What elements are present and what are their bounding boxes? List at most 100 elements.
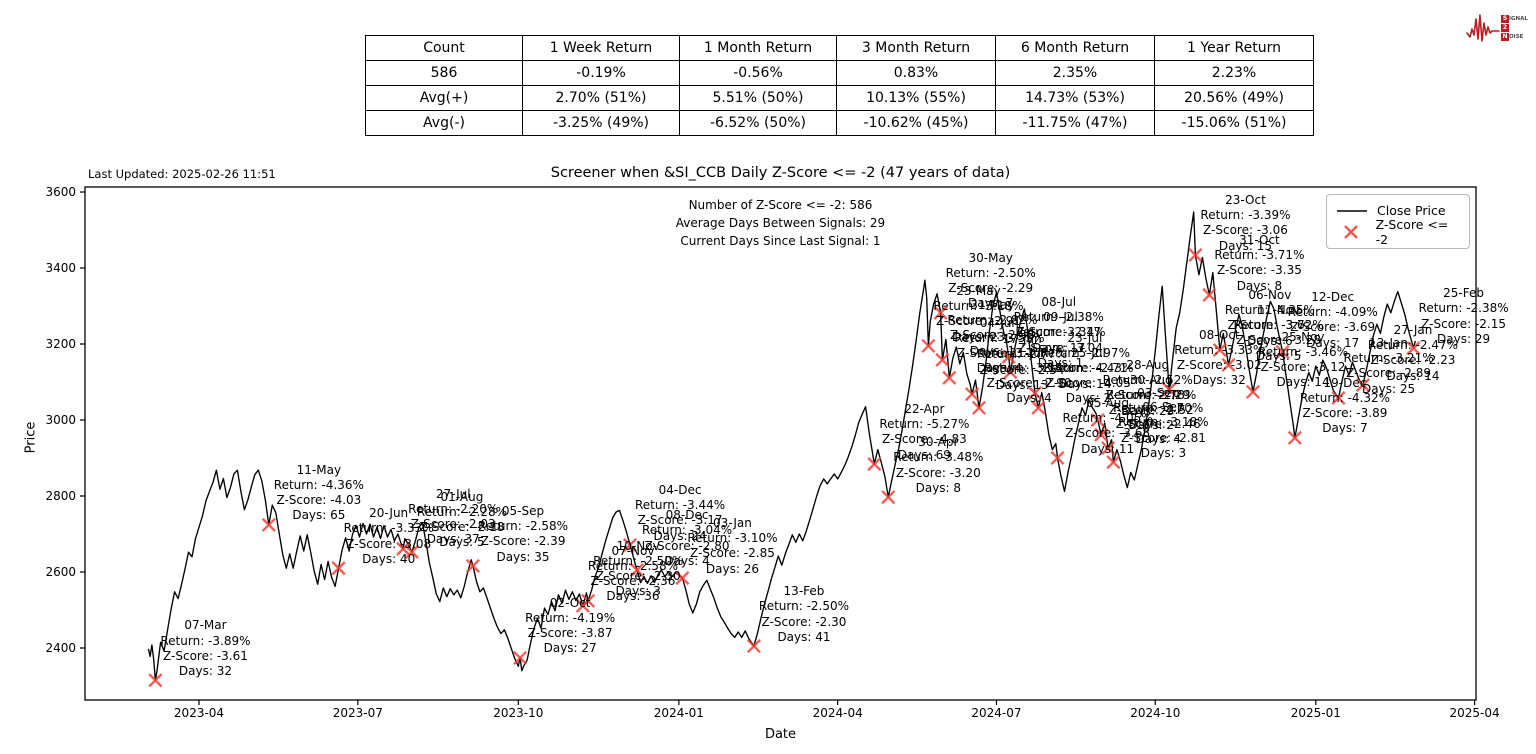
signal-marker	[1001, 349, 1016, 364]
table-data-row-1-cell: 10.13% (55%)	[836, 85, 996, 111]
table-data-row-0-cell: 2.23%	[1154, 60, 1314, 86]
signal-marker	[396, 541, 411, 556]
table-header-row-cell: 6 Month Return	[995, 35, 1155, 61]
table-data-row-0-cell: 586	[365, 60, 523, 86]
x-axis-label: Date	[764, 727, 797, 742]
signal-marker	[675, 571, 690, 586]
table-data-row-1-cell: Avg(+)	[365, 85, 523, 111]
logo-text: S IGNAL 2 N OISE	[1501, 15, 1528, 42]
signal-marker	[629, 563, 645, 578]
signal-marker	[942, 370, 957, 385]
y-tick-label: 3200	[45, 337, 76, 351]
signal-marker	[1031, 400, 1046, 415]
legend-label-close-price: Close Price	[1377, 203, 1446, 218]
x-tick-label: 2023-04	[174, 706, 224, 720]
signal-marker	[1162, 382, 1177, 397]
signal-marker	[1406, 341, 1421, 356]
signal-marker	[971, 400, 987, 415]
table-data-row-1: Avg(+) 2.70% (51%) 5.51% (50%) 10.13% (55%)…	[365, 85, 1314, 111]
table-data-row-1-cell: 5.51% (50%)	[679, 85, 837, 111]
table-data-row-1-cell: 2.70% (51%)	[522, 85, 680, 111]
signal-marker	[148, 673, 163, 688]
stat-line-count: Number of Z-Score <= -2: 586	[688, 198, 873, 212]
signal-marker	[513, 650, 528, 665]
signal-marker	[1355, 377, 1370, 393]
signal-marker	[933, 305, 948, 320]
x-tick-label: 2023-10	[493, 706, 543, 720]
signal-marker	[1027, 385, 1042, 401]
table-data-row-0-cell: 2.35%	[995, 60, 1155, 86]
logo-letter-s: S	[1501, 15, 1509, 23]
table-header-row-cell: 1 Week Return	[522, 35, 680, 61]
table-data-row-0-cell: -0.19%	[522, 60, 680, 86]
x-tick-label: 2024-01	[654, 706, 704, 720]
signal-marker	[1202, 287, 1217, 303]
zscore-x-marker-icon	[1335, 224, 1368, 240]
stat-line-avg-days: Average Days Between Signals: 29	[675, 216, 886, 230]
chart-stats-block: Number of Z-Score <= -2: 586 Average Day…	[85, 196, 1476, 250]
table-data-row-2-cell: -11.75% (47%)	[995, 110, 1155, 136]
chart-legend: Close Price Z-Score <= -2	[1326, 194, 1470, 249]
returns-stats-table: Count 1 Week Return 1 Month Return 3 Month …	[365, 35, 1314, 136]
chart-title: Screener when &SI_CCB Daily Z-Score <= -…	[550, 165, 1011, 181]
returns-stats-table-body: Count 1 Week Return 1 Month Return 3 Month …	[365, 35, 1314, 136]
signal-marker	[921, 338, 936, 353]
waveform-icon	[1466, 14, 1500, 42]
signal-marker	[1212, 343, 1227, 358]
signal-marker	[1003, 365, 1018, 380]
table-data-row-0-cell: -0.56%	[679, 60, 837, 86]
y-tick-label: 2400	[45, 641, 76, 655]
table-data-row-0: 586 -0.19% -0.56% 0.83% 2.35% 2.23%	[365, 60, 1314, 86]
legend-entry-zscore: Z-Score <= -2	[1335, 217, 1461, 247]
y-tick-label: 3400	[45, 261, 76, 275]
signal-marker	[935, 352, 950, 368]
table-data-row-0-cell: 0.83%	[836, 60, 996, 86]
signal-marker	[1090, 412, 1105, 428]
signal-marker	[1245, 384, 1261, 399]
signal-marker	[622, 537, 638, 553]
x-tick-label: 2024-07	[971, 706, 1021, 720]
last-updated-text: Last Updated: 2025-02-26 11:51	[88, 167, 276, 181]
signal-marker	[1275, 344, 1290, 360]
y-tick-label: 2800	[45, 489, 76, 503]
logo-line-signal: S IGNAL	[1501, 15, 1528, 24]
x-tick-label: 2025-04	[1450, 706, 1500, 720]
signal-marker	[1287, 430, 1302, 445]
x-tick-label: 2024-04	[813, 706, 863, 720]
signal-marker	[1101, 441, 1116, 456]
table-header-row-cell: 1 Year Return	[1154, 35, 1314, 61]
y-tick-label: 3000	[45, 413, 76, 427]
signal-marker	[1106, 455, 1121, 470]
table-data-row-2-cell: -3.25% (49%)	[522, 110, 680, 136]
table-header-row-cell: 3 Month Return	[836, 35, 996, 61]
y-tick-label: 3600	[45, 185, 76, 199]
signal-marker	[1050, 450, 1065, 466]
table-data-row-2-cell: -6.52% (50%)	[679, 110, 837, 136]
y-tick-label: 2600	[45, 565, 76, 579]
signal-marker	[1188, 248, 1203, 263]
legend-entry-close-price: Close Price	[1335, 200, 1461, 221]
stat-line-days-since: Current Days Since Last Signal: 1	[680, 234, 881, 248]
signal-marker	[881, 490, 896, 505]
table-data-row-2-cell: Avg(-)	[365, 110, 523, 136]
logo-line-two: 2	[1501, 24, 1528, 33]
signal-marker	[1221, 357, 1236, 372]
signal-marker	[261, 517, 276, 532]
table-data-row-2-cell: -15.06% (51%)	[1154, 110, 1314, 136]
signal-marker	[1094, 427, 1109, 442]
table-header-row: Count 1 Week Return 1 Month Return 3 Month …	[365, 35, 1314, 61]
logo-rest-ignal: IGNAL	[1509, 16, 1528, 22]
close-price-line	[147, 211, 1416, 681]
signal-marker	[867, 457, 882, 472]
table-data-row-2: Avg(-) -3.25% (49%) -6.52% (50%) -10.62% (4…	[365, 110, 1314, 136]
x-tick-label: 2025-01	[1291, 706, 1341, 720]
close-price-line-icon	[1335, 209, 1369, 213]
signal-marker	[465, 558, 481, 573]
legend-label-zscore: Z-Score <= -2	[1375, 216, 1449, 247]
table-data-row-2-cell: -10.62% (45%)	[836, 110, 996, 136]
logo-letter-2: 2	[1501, 24, 1509, 32]
logo-rest-oise: OISE	[1509, 34, 1524, 40]
signal2noise-logo: S IGNAL 2 N OISE	[1466, 6, 1532, 50]
